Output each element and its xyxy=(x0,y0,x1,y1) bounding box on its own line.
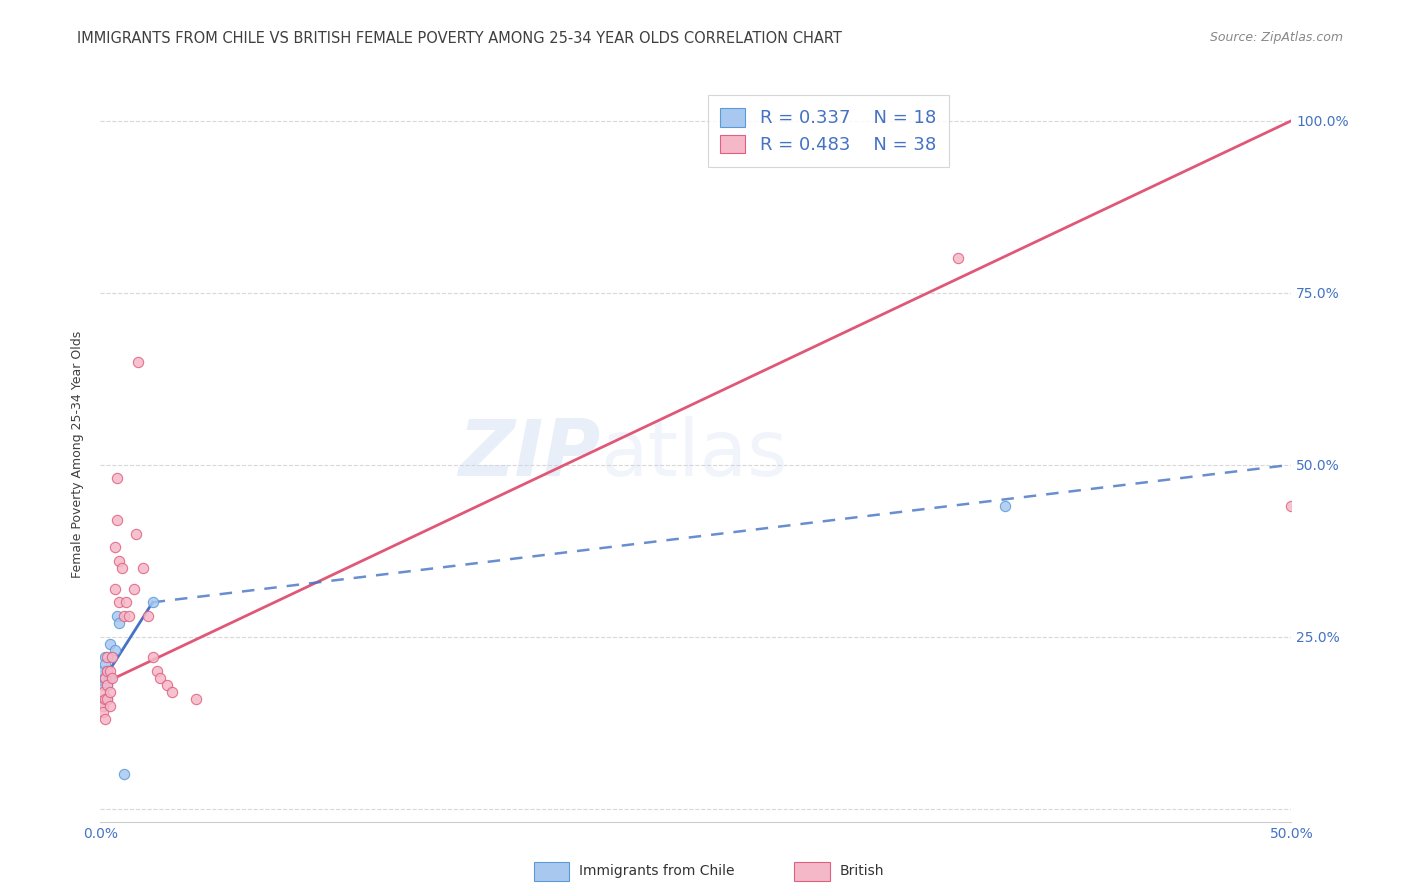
Point xyxy=(91,664,114,678)
Point xyxy=(156,678,179,692)
Point xyxy=(112,609,135,624)
Point xyxy=(91,685,114,699)
Point xyxy=(94,671,117,685)
Point xyxy=(91,678,114,692)
Point xyxy=(105,513,128,527)
Point xyxy=(184,691,207,706)
Point xyxy=(98,664,121,678)
Point xyxy=(91,698,114,713)
Text: Source: ZipAtlas.com: Source: ZipAtlas.com xyxy=(1209,31,1343,45)
Text: British: British xyxy=(839,864,884,879)
Point xyxy=(112,767,135,781)
Point xyxy=(994,499,1017,513)
Point xyxy=(101,650,124,665)
Point xyxy=(98,685,121,699)
Point xyxy=(96,664,118,678)
Point xyxy=(142,650,165,665)
Text: Immigrants from Chile: Immigrants from Chile xyxy=(579,864,735,879)
Point xyxy=(132,561,155,575)
Point xyxy=(125,526,148,541)
Point xyxy=(96,691,118,706)
Point xyxy=(94,650,117,665)
Point xyxy=(136,609,159,624)
Point xyxy=(96,691,118,706)
Text: ZIP: ZIP xyxy=(458,417,600,492)
Point xyxy=(101,650,124,665)
Point xyxy=(108,595,131,609)
Legend: R = 0.337    N = 18, R = 0.483    N = 38: R = 0.337 N = 18, R = 0.483 N = 38 xyxy=(707,95,949,167)
Point xyxy=(94,657,117,672)
Point xyxy=(96,664,118,678)
Point xyxy=(108,615,131,630)
Point xyxy=(108,554,131,568)
Point xyxy=(91,706,114,720)
Y-axis label: Female Poverty Among 25-34 Year Olds: Female Poverty Among 25-34 Year Olds xyxy=(72,331,84,578)
Point xyxy=(91,698,114,713)
Point xyxy=(96,650,118,665)
Point xyxy=(142,595,165,609)
Point xyxy=(94,671,117,685)
Point xyxy=(160,685,183,699)
Point xyxy=(122,582,145,596)
Point xyxy=(1279,499,1302,513)
Point xyxy=(101,671,124,685)
Point xyxy=(105,609,128,624)
Point xyxy=(127,354,149,368)
Point xyxy=(94,712,117,726)
Point xyxy=(946,252,969,266)
Point xyxy=(118,609,141,624)
Point xyxy=(111,561,134,575)
Text: atlas: atlas xyxy=(600,417,787,492)
Point xyxy=(103,643,125,657)
Point xyxy=(98,671,121,685)
Point xyxy=(115,595,138,609)
Point xyxy=(98,637,121,651)
Text: IMMIGRANTS FROM CHILE VS BRITISH FEMALE POVERTY AMONG 25-34 YEAR OLDS CORRELATIO: IMMIGRANTS FROM CHILE VS BRITISH FEMALE … xyxy=(77,31,842,46)
Point xyxy=(149,671,172,685)
Point xyxy=(94,691,117,706)
Point xyxy=(105,471,128,485)
Point xyxy=(103,541,125,555)
Point xyxy=(98,698,121,713)
Point xyxy=(146,664,169,678)
Point xyxy=(96,678,118,692)
Point xyxy=(103,582,125,596)
Point xyxy=(96,678,118,692)
